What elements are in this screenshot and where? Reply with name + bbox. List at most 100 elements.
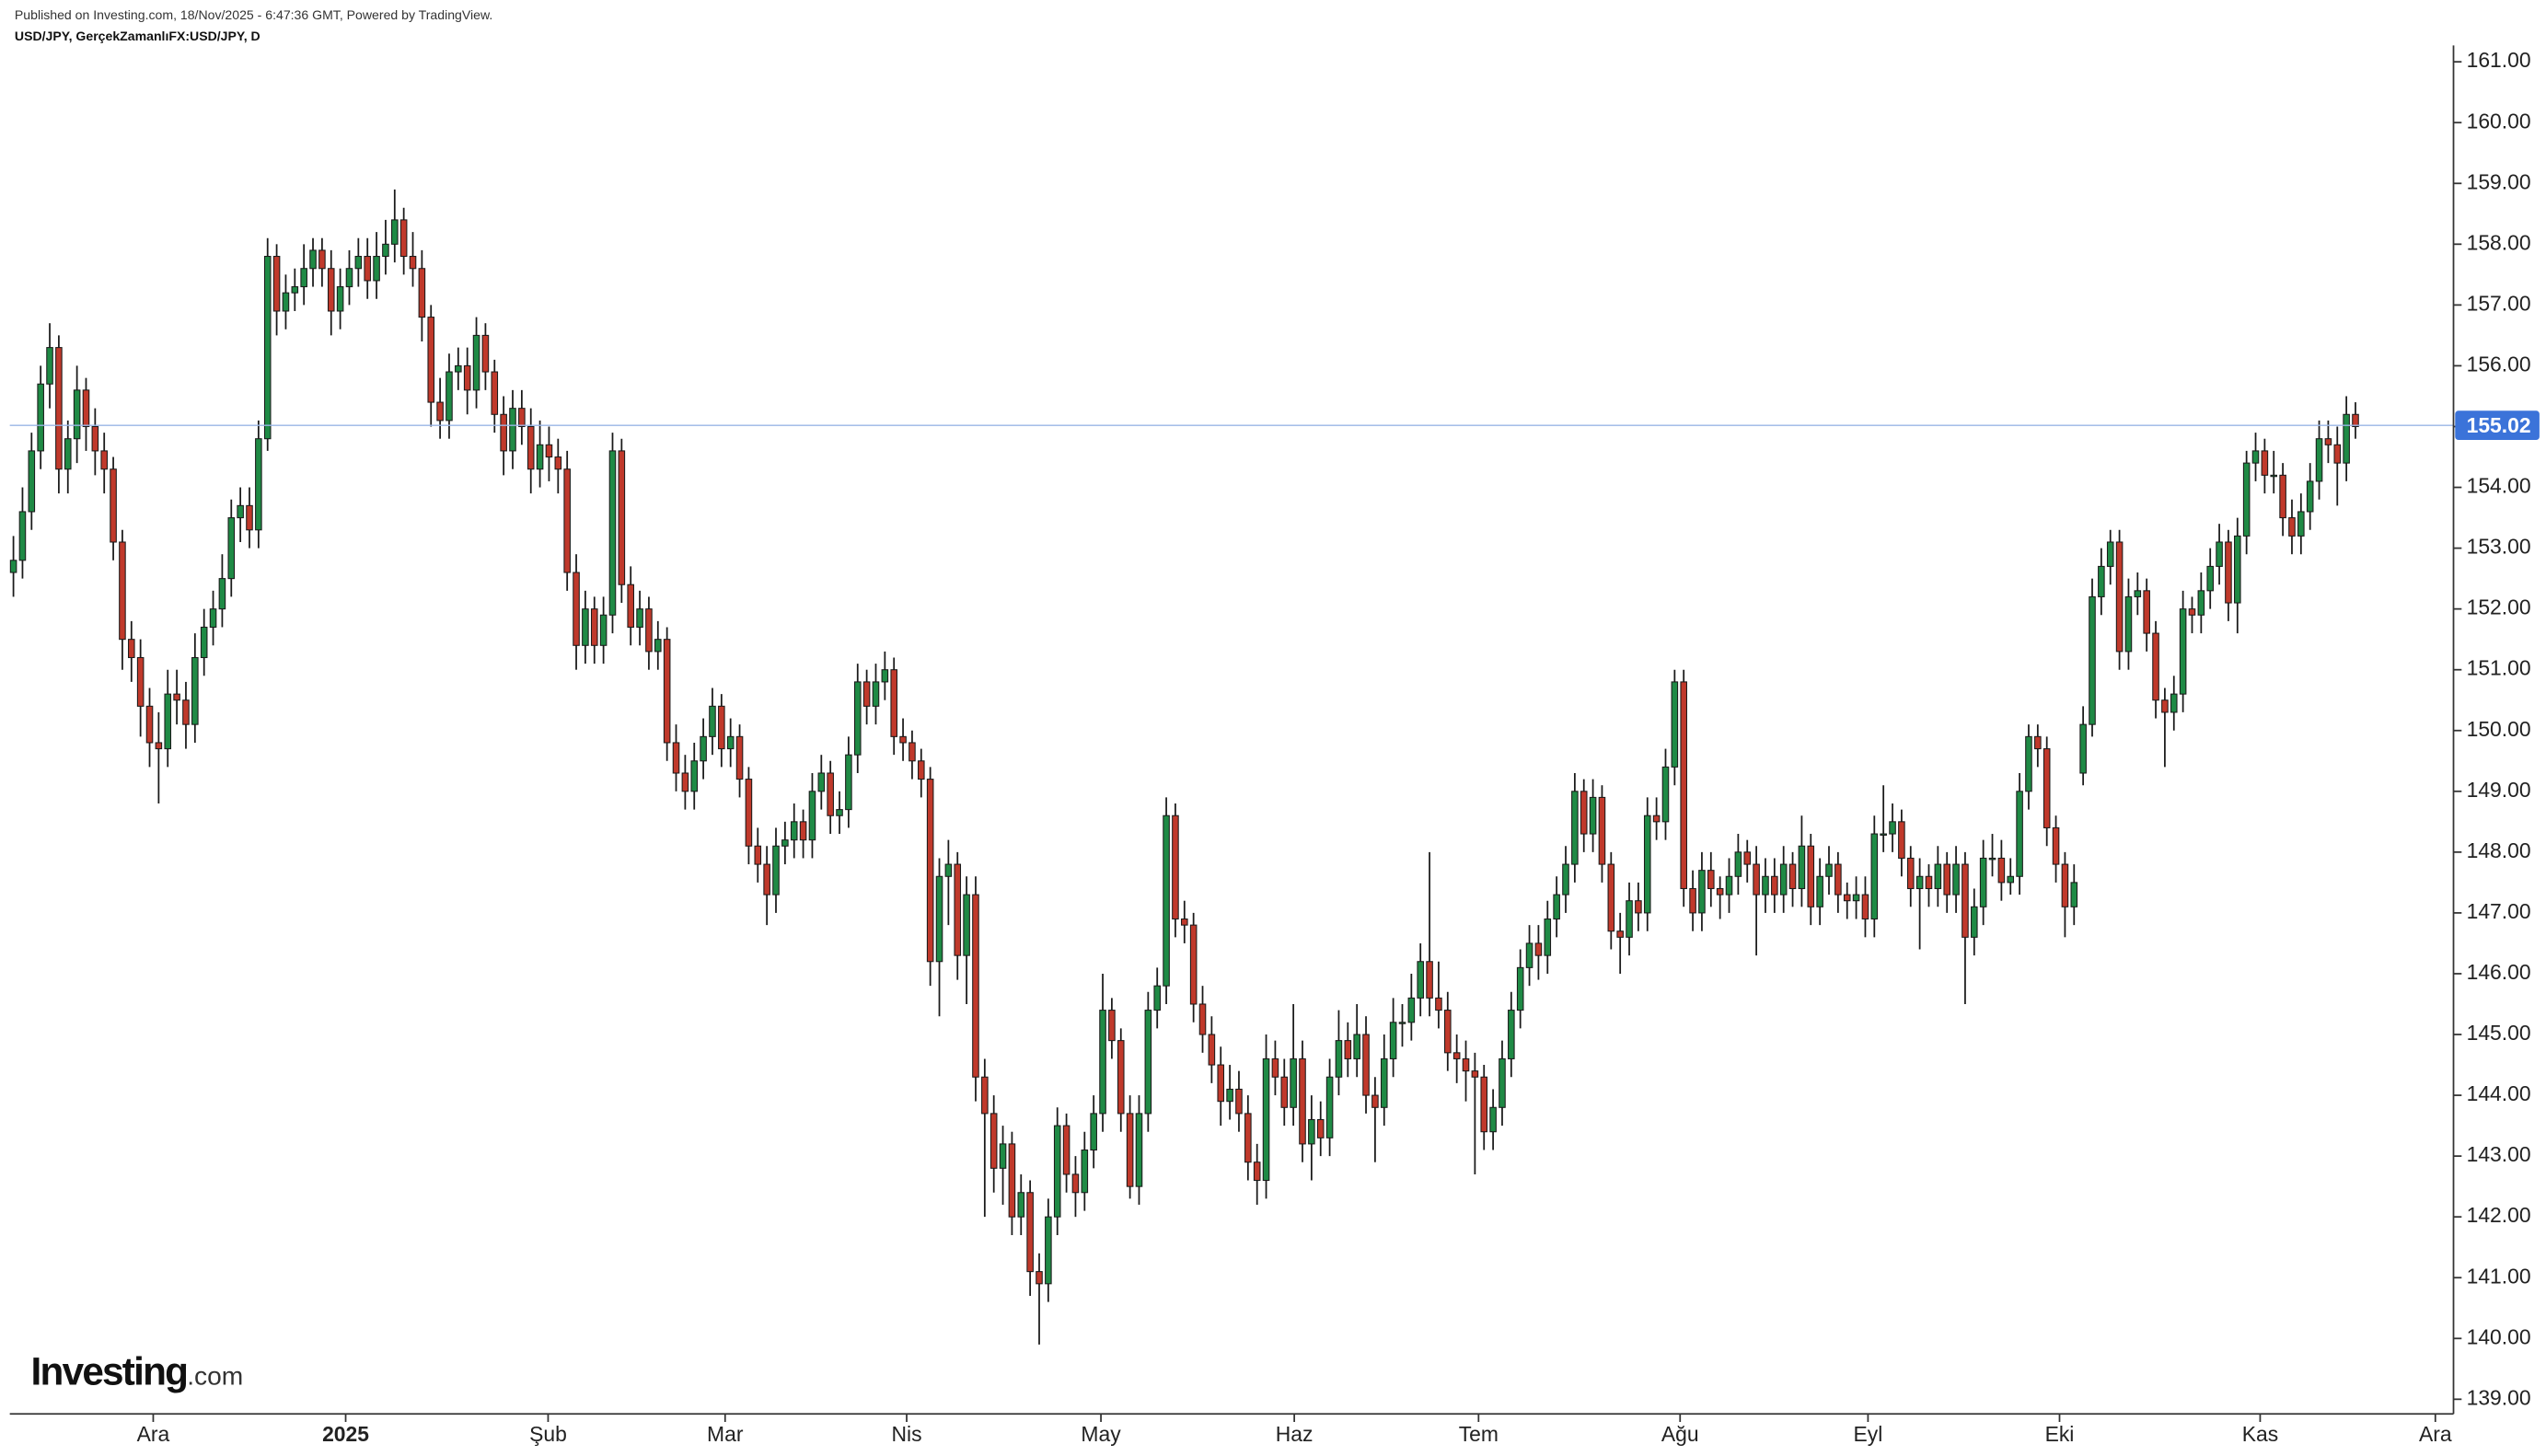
- candle-body: [1643, 815, 1651, 914]
- y-tick-label: 148.00: [2467, 838, 2531, 862]
- candle-body: [972, 894, 979, 1078]
- candle-body: [2279, 474, 2286, 519]
- logo: Investing.com: [31, 1349, 244, 1392]
- candle-body: [1126, 1113, 1134, 1187]
- candle-body: [1308, 1118, 1315, 1145]
- candle-body: [627, 584, 634, 628]
- candle-body: [2007, 875, 2015, 884]
- candle-body: [227, 517, 236, 580]
- candle-body: [700, 735, 707, 762]
- candle-body: [1426, 961, 1433, 999]
- candle-body: [1607, 863, 1615, 932]
- candle-body: [781, 839, 789, 847]
- candle-body: [672, 742, 680, 774]
- candle-body: [345, 268, 353, 288]
- candle-body: [1045, 1216, 1052, 1285]
- candle-body: [1344, 1040, 1352, 1059]
- candle-body: [2315, 438, 2323, 482]
- y-tick-label: 158.00: [2467, 230, 2531, 254]
- y-tick-label: 154.00: [2467, 474, 2531, 498]
- candle-body: [9, 560, 17, 573]
- candle-body: [1762, 875, 1769, 896]
- candle-body: [399, 219, 408, 258]
- candle-body: [654, 639, 662, 653]
- x-tick-label: Nis: [891, 1422, 921, 1446]
- candle-body: [1807, 845, 1815, 907]
- candle-body: [2297, 511, 2305, 537]
- candle-body: [926, 779, 934, 963]
- candle-body: [599, 614, 608, 646]
- candle-body: [999, 1143, 1007, 1169]
- candle-body: [481, 334, 490, 373]
- candle-body: [300, 268, 307, 288]
- candle-body: [2016, 791, 2023, 877]
- candle-body: [918, 760, 925, 780]
- candle-body: [128, 639, 135, 659]
- y-tick-label: 146.00: [2467, 960, 2531, 984]
- candle-body: [145, 705, 154, 744]
- candle-body: [1471, 1070, 1479, 1078]
- candle-body: [136, 656, 145, 707]
- last-price-label: 155.02: [2467, 413, 2531, 437]
- candle-body: [2261, 450, 2269, 476]
- candle-body: [1253, 1161, 1261, 1182]
- y-tick-label: 147.00: [2467, 899, 2531, 923]
- candle-body: [1489, 1106, 1497, 1133]
- candle-body: [1743, 851, 1752, 865]
- candle-body: [373, 256, 380, 282]
- candle-body: [881, 669, 889, 683]
- candle-body: [1144, 1010, 1152, 1115]
- candle-body: [1562, 863, 1569, 896]
- candle-body: [1962, 863, 1969, 938]
- candle-body: [1090, 1113, 1097, 1151]
- candle-body: [1516, 966, 1524, 1011]
- y-tick-label: 161.00: [2467, 48, 2531, 72]
- y-tick-label: 149.00: [2467, 778, 2531, 802]
- candle-body: [845, 754, 852, 811]
- candle-body: [382, 243, 389, 258]
- candle-body: [836, 809, 843, 816]
- candle-body: [726, 735, 735, 750]
- candle-body: [2288, 517, 2296, 537]
- candle-body: [309, 249, 317, 270]
- x-tick-label: Mar: [707, 1422, 744, 1446]
- y-tick-label: 150.00: [2467, 717, 2531, 741]
- candle-body: [645, 608, 653, 653]
- candle-body: [1816, 875, 1823, 907]
- candle-body: [2043, 748, 2051, 828]
- candle-body: [1616, 930, 1624, 938]
- candle-body: [1371, 1094, 1379, 1108]
- candle-body: [1943, 863, 1950, 896]
- candle-body: [2025, 735, 2032, 792]
- candle-body: [37, 383, 44, 452]
- candle-body: [1889, 821, 1896, 835]
- candle-body: [1915, 875, 1924, 890]
- candle-body: [944, 863, 953, 877]
- candle-body: [554, 456, 562, 470]
- candle-body: [1825, 863, 1833, 877]
- x-tick-label: Eki: [2045, 1422, 2075, 1446]
- candle-body: [263, 256, 272, 440]
- logo-suffix: .com: [187, 1360, 243, 1390]
- candle-body: [1525, 942, 1533, 968]
- candle-body: [2197, 590, 2205, 616]
- candle-body: [1163, 815, 1170, 987]
- x-tick-label: May: [1081, 1422, 1121, 1446]
- candle-body: [817, 772, 826, 792]
- candle-body: [772, 845, 780, 896]
- candle-body: [1798, 845, 1806, 890]
- candle-body: [1698, 870, 1706, 914]
- candle-body: [890, 669, 897, 737]
- candle-body: [2052, 826, 2060, 865]
- candle-body: [1725, 875, 1733, 896]
- candle-body: [1598, 796, 1606, 865]
- candle-body: [291, 286, 299, 294]
- candle-body: [1290, 1057, 1297, 1108]
- candle-body: [2079, 723, 2087, 774]
- candle-body: [2188, 608, 2196, 616]
- candle-body: [745, 779, 753, 847]
- candle-body: [200, 626, 208, 659]
- candle-body: [2324, 438, 2332, 445]
- candle-body: [18, 511, 27, 561]
- candle-body: [1316, 1118, 1325, 1138]
